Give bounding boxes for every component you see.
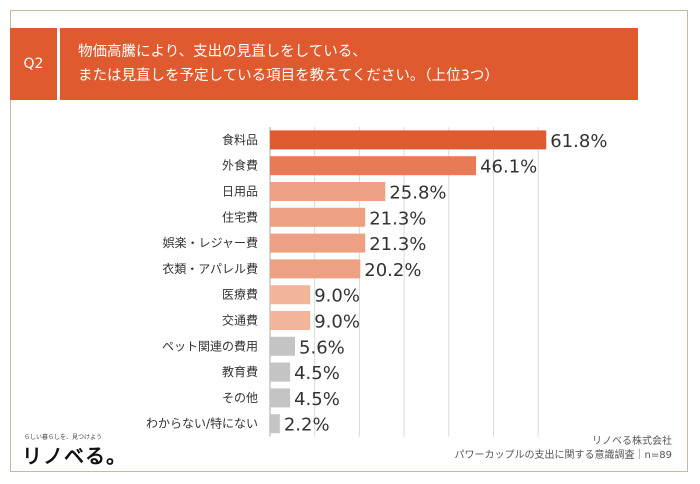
bar bbox=[270, 233, 366, 253]
data-label: 5.6% bbox=[299, 337, 345, 358]
bar bbox=[270, 362, 291, 382]
question-line-2: または見直しを予定している項目を教えてください。（上位3つ） bbox=[78, 68, 499, 84]
category-label: わからない/特にない bbox=[146, 416, 258, 431]
bar bbox=[270, 414, 280, 434]
bar bbox=[270, 336, 296, 356]
bar bbox=[270, 182, 386, 201]
bar bbox=[270, 156, 477, 176]
question-box: 物価高騰により、支出の見直しをしている、 または見直しを予定している項目を教えて… bbox=[60, 28, 638, 100]
brand-tagline: らしい暮らしを、見つけよう bbox=[24, 434, 103, 441]
category-label: 食料品 bbox=[222, 132, 258, 147]
source-company: リノベる株式会社 bbox=[592, 436, 672, 447]
data-label: 4.5% bbox=[294, 363, 340, 384]
question-tag: Q2 bbox=[10, 28, 57, 100]
data-label: 9.0% bbox=[314, 312, 360, 333]
data-label: 4.5% bbox=[294, 389, 340, 410]
card-frame bbox=[10, 10, 688, 472]
question-line-1: 物価高騰により、支出の見直しをしている、 bbox=[78, 44, 367, 60]
category-label: 住宅費 bbox=[222, 209, 258, 224]
category-label: ペット関連の費用 bbox=[162, 338, 258, 353]
data-label: 21.3% bbox=[369, 208, 426, 229]
bar bbox=[270, 259, 361, 279]
data-label: 25.8% bbox=[389, 183, 446, 204]
data-label: 21.3% bbox=[369, 234, 426, 255]
bar bbox=[270, 285, 311, 305]
data-label: 2.2% bbox=[284, 415, 330, 436]
category-label: その他 bbox=[222, 391, 258, 405]
category-label: 教育費 bbox=[222, 364, 258, 379]
bar bbox=[270, 311, 311, 330]
data-label: 9.0% bbox=[314, 286, 360, 307]
category-label: 医療費 bbox=[222, 287, 258, 302]
category-label: 外食費 bbox=[222, 158, 258, 173]
data-label: 61.8% bbox=[550, 131, 607, 152]
data-label: 46.1% bbox=[480, 157, 537, 178]
category-label: 交通費 bbox=[222, 313, 258, 328]
category-label: 衣類・アパレル費 bbox=[162, 261, 258, 276]
data-label: 20.2% bbox=[364, 260, 421, 281]
brand-logo: リノベる。 bbox=[22, 444, 127, 468]
category-label: 娯楽・レジャー費 bbox=[163, 235, 258, 250]
bar bbox=[270, 388, 291, 408]
category-label: 日用品 bbox=[222, 185, 258, 199]
bar bbox=[270, 130, 547, 150]
bar bbox=[270, 207, 366, 227]
source-survey: パワーカップルの支出に関する意識調査｜n=89 bbox=[454, 450, 672, 461]
